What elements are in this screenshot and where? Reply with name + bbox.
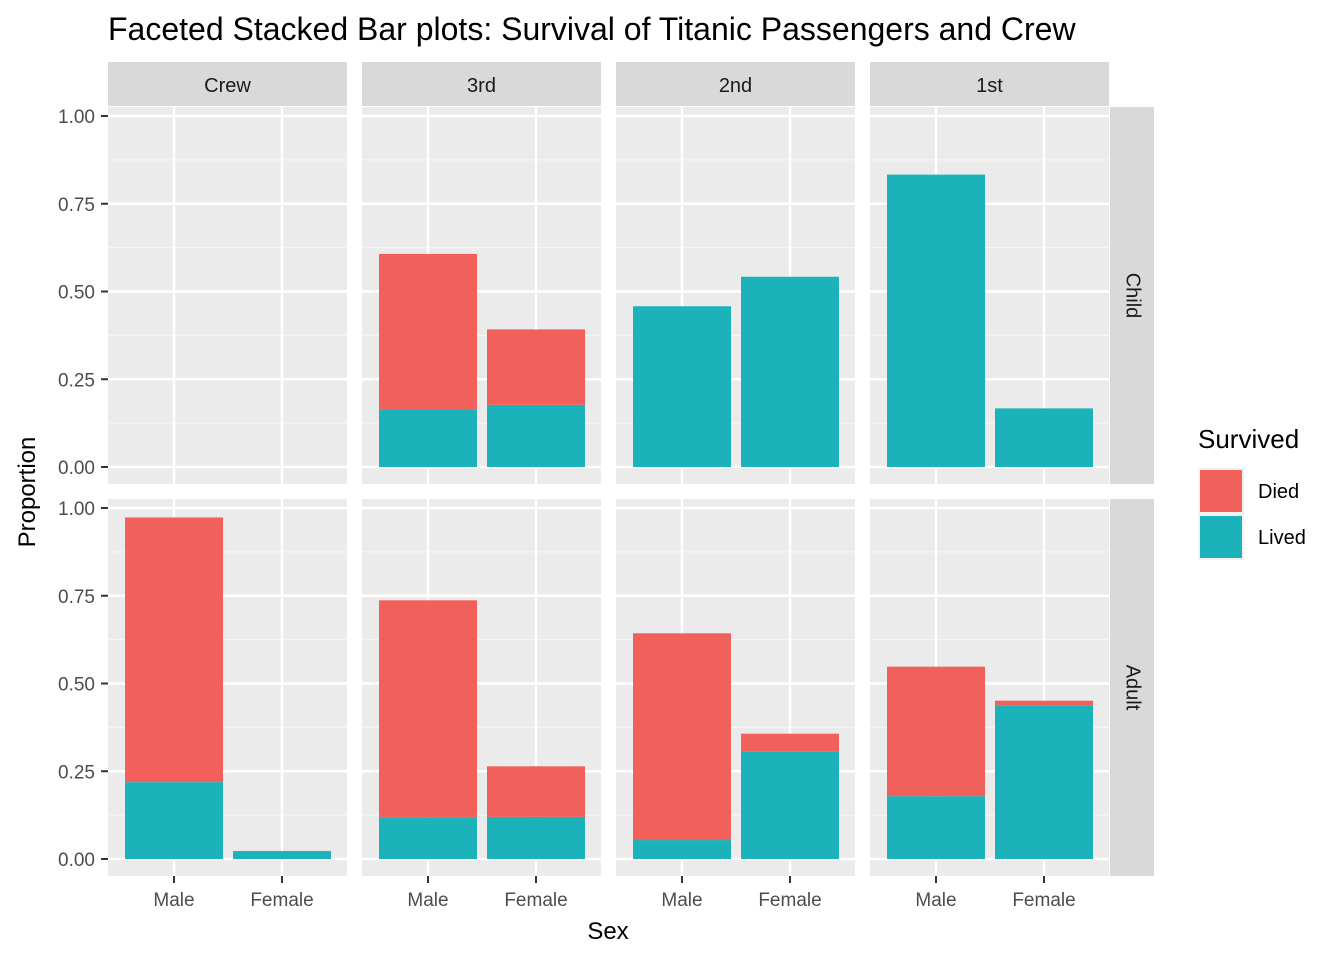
y-axis-title: Proportion: [14, 437, 41, 548]
panel-adult-crew: [108, 499, 347, 876]
strip-3rd: [362, 62, 601, 106]
bar-died-female: [741, 733, 839, 752]
strip-1st: [870, 62, 1109, 106]
bar-lived-male: [379, 817, 477, 859]
x-tick-label: Male: [915, 890, 956, 911]
y-tick-label: 0.25: [58, 370, 95, 391]
bar-lived-female: [233, 851, 331, 859]
panels-group: Crew 3rd 2nd 1st Child Adult: [108, 62, 1154, 876]
panel-adult-2nd: [616, 499, 855, 876]
axes-group: 0.00 0.25 0.50 0.75 1.00 0.00 0.25 0.50 0.75 1.00…: [58, 107, 1076, 911]
legend-label-lived: Lived: [1258, 527, 1306, 549]
bar-lived-female: [741, 751, 839, 859]
bar-lived-female: [487, 404, 585, 467]
strip-label-3rd: 3rd: [467, 75, 496, 97]
x-tick-label: Female: [758, 890, 821, 911]
y-tick-label: 0.25: [58, 762, 95, 783]
legend-title: Survived: [1198, 424, 1299, 454]
bar-died-male: [633, 633, 731, 841]
x-tick-label: Female: [1012, 890, 1075, 911]
legend-label-died: Died: [1258, 481, 1299, 503]
bar-lived-male: [633, 840, 731, 859]
x-tick-label: Female: [504, 890, 567, 911]
bar-lived-female: [995, 705, 1093, 859]
strip-label-adult: Adult: [1122, 665, 1144, 711]
bar-lived-female: [741, 276, 839, 467]
bar-lived-female: [487, 816, 585, 859]
y-tick-label: 0.00: [58, 850, 95, 871]
legend: Survived Died Lived: [1198, 424, 1306, 560]
strip-adult: [1110, 499, 1154, 876]
x-tick-label: Male: [661, 890, 702, 911]
y-tick-label: 0.75: [58, 195, 95, 216]
y-tick-label: 0.75: [58, 587, 95, 608]
panel-background: [108, 107, 347, 484]
bar-died-female: [233, 850, 331, 852]
strip-child: [1110, 107, 1154, 484]
strip-2nd: [616, 62, 855, 106]
bar-lived-male: [887, 796, 985, 859]
strip-label-crew: Crew: [204, 75, 251, 97]
panel-child-crew: [108, 107, 347, 484]
x-tick-label: Male: [153, 890, 194, 911]
bar-died-female: [487, 766, 585, 817]
y-tick-label: 0.50: [58, 283, 95, 304]
x-tick-label: Male: [407, 890, 448, 911]
bar-died-female: [995, 700, 1093, 706]
bar-lived-male: [633, 306, 731, 467]
legend-key-lived: [1200, 516, 1242, 558]
bar-lived-female: [995, 408, 1093, 467]
panel-adult-3rd: [362, 499, 601, 876]
panel-child-2nd: [616, 107, 855, 484]
bar-died-male: [379, 600, 477, 818]
strip-label-2nd: 2nd: [719, 75, 752, 97]
chart-title: Faceted Stacked Bar plots: Survival of T…: [108, 11, 1076, 47]
bar-lived-male: [125, 782, 223, 859]
x-tick-label: Female: [250, 890, 313, 911]
bar-died-male: [379, 253, 477, 410]
bar-lived-male: [887, 174, 985, 467]
y-tick-label: 1.00: [58, 107, 95, 128]
strip-label-1st: 1st: [976, 75, 1003, 97]
bar-died-male: [887, 666, 985, 797]
strip-crew: [108, 62, 347, 106]
bar-died-female: [487, 329, 585, 405]
panel-adult-1st: [870, 499, 1109, 876]
y-tick-label: 0.50: [58, 675, 95, 696]
strip-label-child: Child: [1122, 273, 1144, 319]
y-tick-label: 0.00: [58, 458, 95, 479]
x-axis-title: Sex: [587, 918, 628, 945]
y-tick-label: 1.00: [58, 499, 95, 520]
bar-lived-male: [379, 409, 477, 467]
legend-key-died: [1200, 470, 1242, 512]
panel-child-3rd: [362, 107, 601, 484]
bar-died-male: [125, 517, 223, 783]
panel-child-1st: [870, 107, 1109, 484]
